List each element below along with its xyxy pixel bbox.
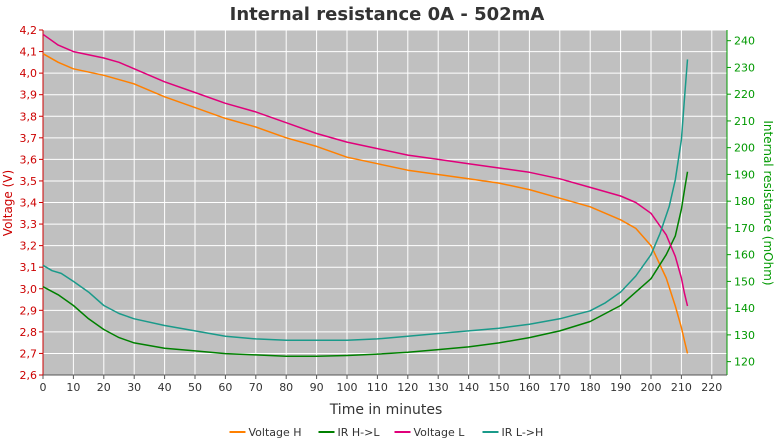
y-left-tick-label: 2,8 bbox=[20, 326, 38, 339]
y-right-tick-label: 180 bbox=[734, 195, 755, 208]
y-right-tick-label: 160 bbox=[734, 249, 755, 262]
y-left-tick-label: 4,2 bbox=[20, 24, 38, 37]
y-left-tick-label: 2,9 bbox=[20, 304, 38, 317]
y-left-tick-label: 3,9 bbox=[20, 89, 38, 102]
y-axis-left-label: Voltage (V) bbox=[1, 170, 15, 236]
x-tick-label: 90 bbox=[310, 381, 324, 394]
x-tick-label: 170 bbox=[549, 381, 570, 394]
x-tick-label: 150 bbox=[489, 381, 510, 394]
chart-title: Internal resistance 0A - 502mA bbox=[230, 4, 545, 25]
x-tick-label: 180 bbox=[580, 381, 601, 394]
y-right-tick-label: 220 bbox=[734, 88, 755, 101]
x-tick-label: 160 bbox=[519, 381, 540, 394]
y-left-tick-label: 3,1 bbox=[20, 261, 38, 274]
y-left-tick-label: 3,0 bbox=[20, 283, 38, 296]
x-tick-label: 60 bbox=[218, 381, 232, 394]
y-left-tick-label: 3,7 bbox=[20, 132, 38, 145]
y-right-tick-label: 120 bbox=[734, 356, 755, 369]
x-tick-label: 30 bbox=[127, 381, 141, 394]
y-right-tick-label: 130 bbox=[734, 329, 755, 342]
y-right-tick-label: 170 bbox=[734, 222, 755, 235]
series-line-voltage-l bbox=[42, 33, 689, 307]
x-tick-label: 20 bbox=[97, 381, 111, 394]
y-left-tick-label: 3,6 bbox=[20, 153, 38, 166]
legend: Voltage H IR H->L Voltage L IR L->H bbox=[229, 426, 544, 439]
legend-label: Voltage L bbox=[414, 426, 466, 439]
x-axis-label: Time in minutes bbox=[329, 402, 443, 418]
y-left-tick-label: 2,6 bbox=[20, 369, 38, 382]
x-tick-label: 70 bbox=[249, 381, 263, 394]
x-tick-label: 10 bbox=[66, 381, 80, 394]
x-tick-label: 200 bbox=[641, 381, 662, 394]
y-right-tick-label: 240 bbox=[734, 35, 755, 48]
x-tick-label: 130 bbox=[428, 381, 449, 394]
x-tick-label: 140 bbox=[458, 381, 479, 394]
y-right-tick-label: 150 bbox=[734, 275, 755, 288]
x-tick-label: 50 bbox=[188, 381, 202, 394]
y-left-tick-label: 3,3 bbox=[20, 218, 38, 231]
y-left-tick-label: 4,1 bbox=[20, 46, 38, 59]
legend-label: IR L->H bbox=[502, 426, 544, 439]
x-tick-label: 80 bbox=[279, 381, 293, 394]
x-tick-label: 110 bbox=[367, 381, 388, 394]
x-tick-label: 190 bbox=[610, 381, 631, 394]
y-left-tick-label: 2,7 bbox=[20, 347, 38, 360]
series-line-ir-l-h bbox=[42, 59, 689, 341]
y-left-tick-label: 3,2 bbox=[20, 240, 38, 253]
series-line-ir-h-l bbox=[42, 171, 689, 358]
y-right-tick-label: 210 bbox=[734, 115, 755, 128]
y-left-tick-label: 3,4 bbox=[20, 197, 38, 210]
x-tick-label: 100 bbox=[337, 381, 358, 394]
x-tick-label: 120 bbox=[397, 381, 418, 394]
legend-label: Voltage H bbox=[249, 426, 302, 439]
y-right-tick-label: 230 bbox=[734, 61, 755, 74]
y-right-tick-label: 190 bbox=[734, 168, 755, 181]
y-left-tick-label: 3,8 bbox=[20, 110, 38, 123]
legend-label: IR H->L bbox=[338, 426, 381, 439]
x-tick-label: 40 bbox=[158, 381, 172, 394]
y-axis-right-label: Internal resistance (mOhm) bbox=[761, 120, 774, 285]
x-tick-label: 210 bbox=[671, 381, 692, 394]
y-right-tick-label: 200 bbox=[734, 142, 755, 155]
x-tick-label: 220 bbox=[701, 381, 722, 394]
y-left-tick-label: 3,5 bbox=[20, 175, 38, 188]
y-left-tick-label: 4,0 bbox=[20, 67, 38, 80]
y-right-tick-label: 140 bbox=[734, 302, 755, 315]
x-tick-label: 0 bbox=[40, 381, 47, 394]
series-line-voltage-h bbox=[42, 53, 689, 354]
plot-area: 0 10 20 30 40 50 60 70 80 90 100 110 120 130 140 150 160… bbox=[20, 24, 756, 394]
